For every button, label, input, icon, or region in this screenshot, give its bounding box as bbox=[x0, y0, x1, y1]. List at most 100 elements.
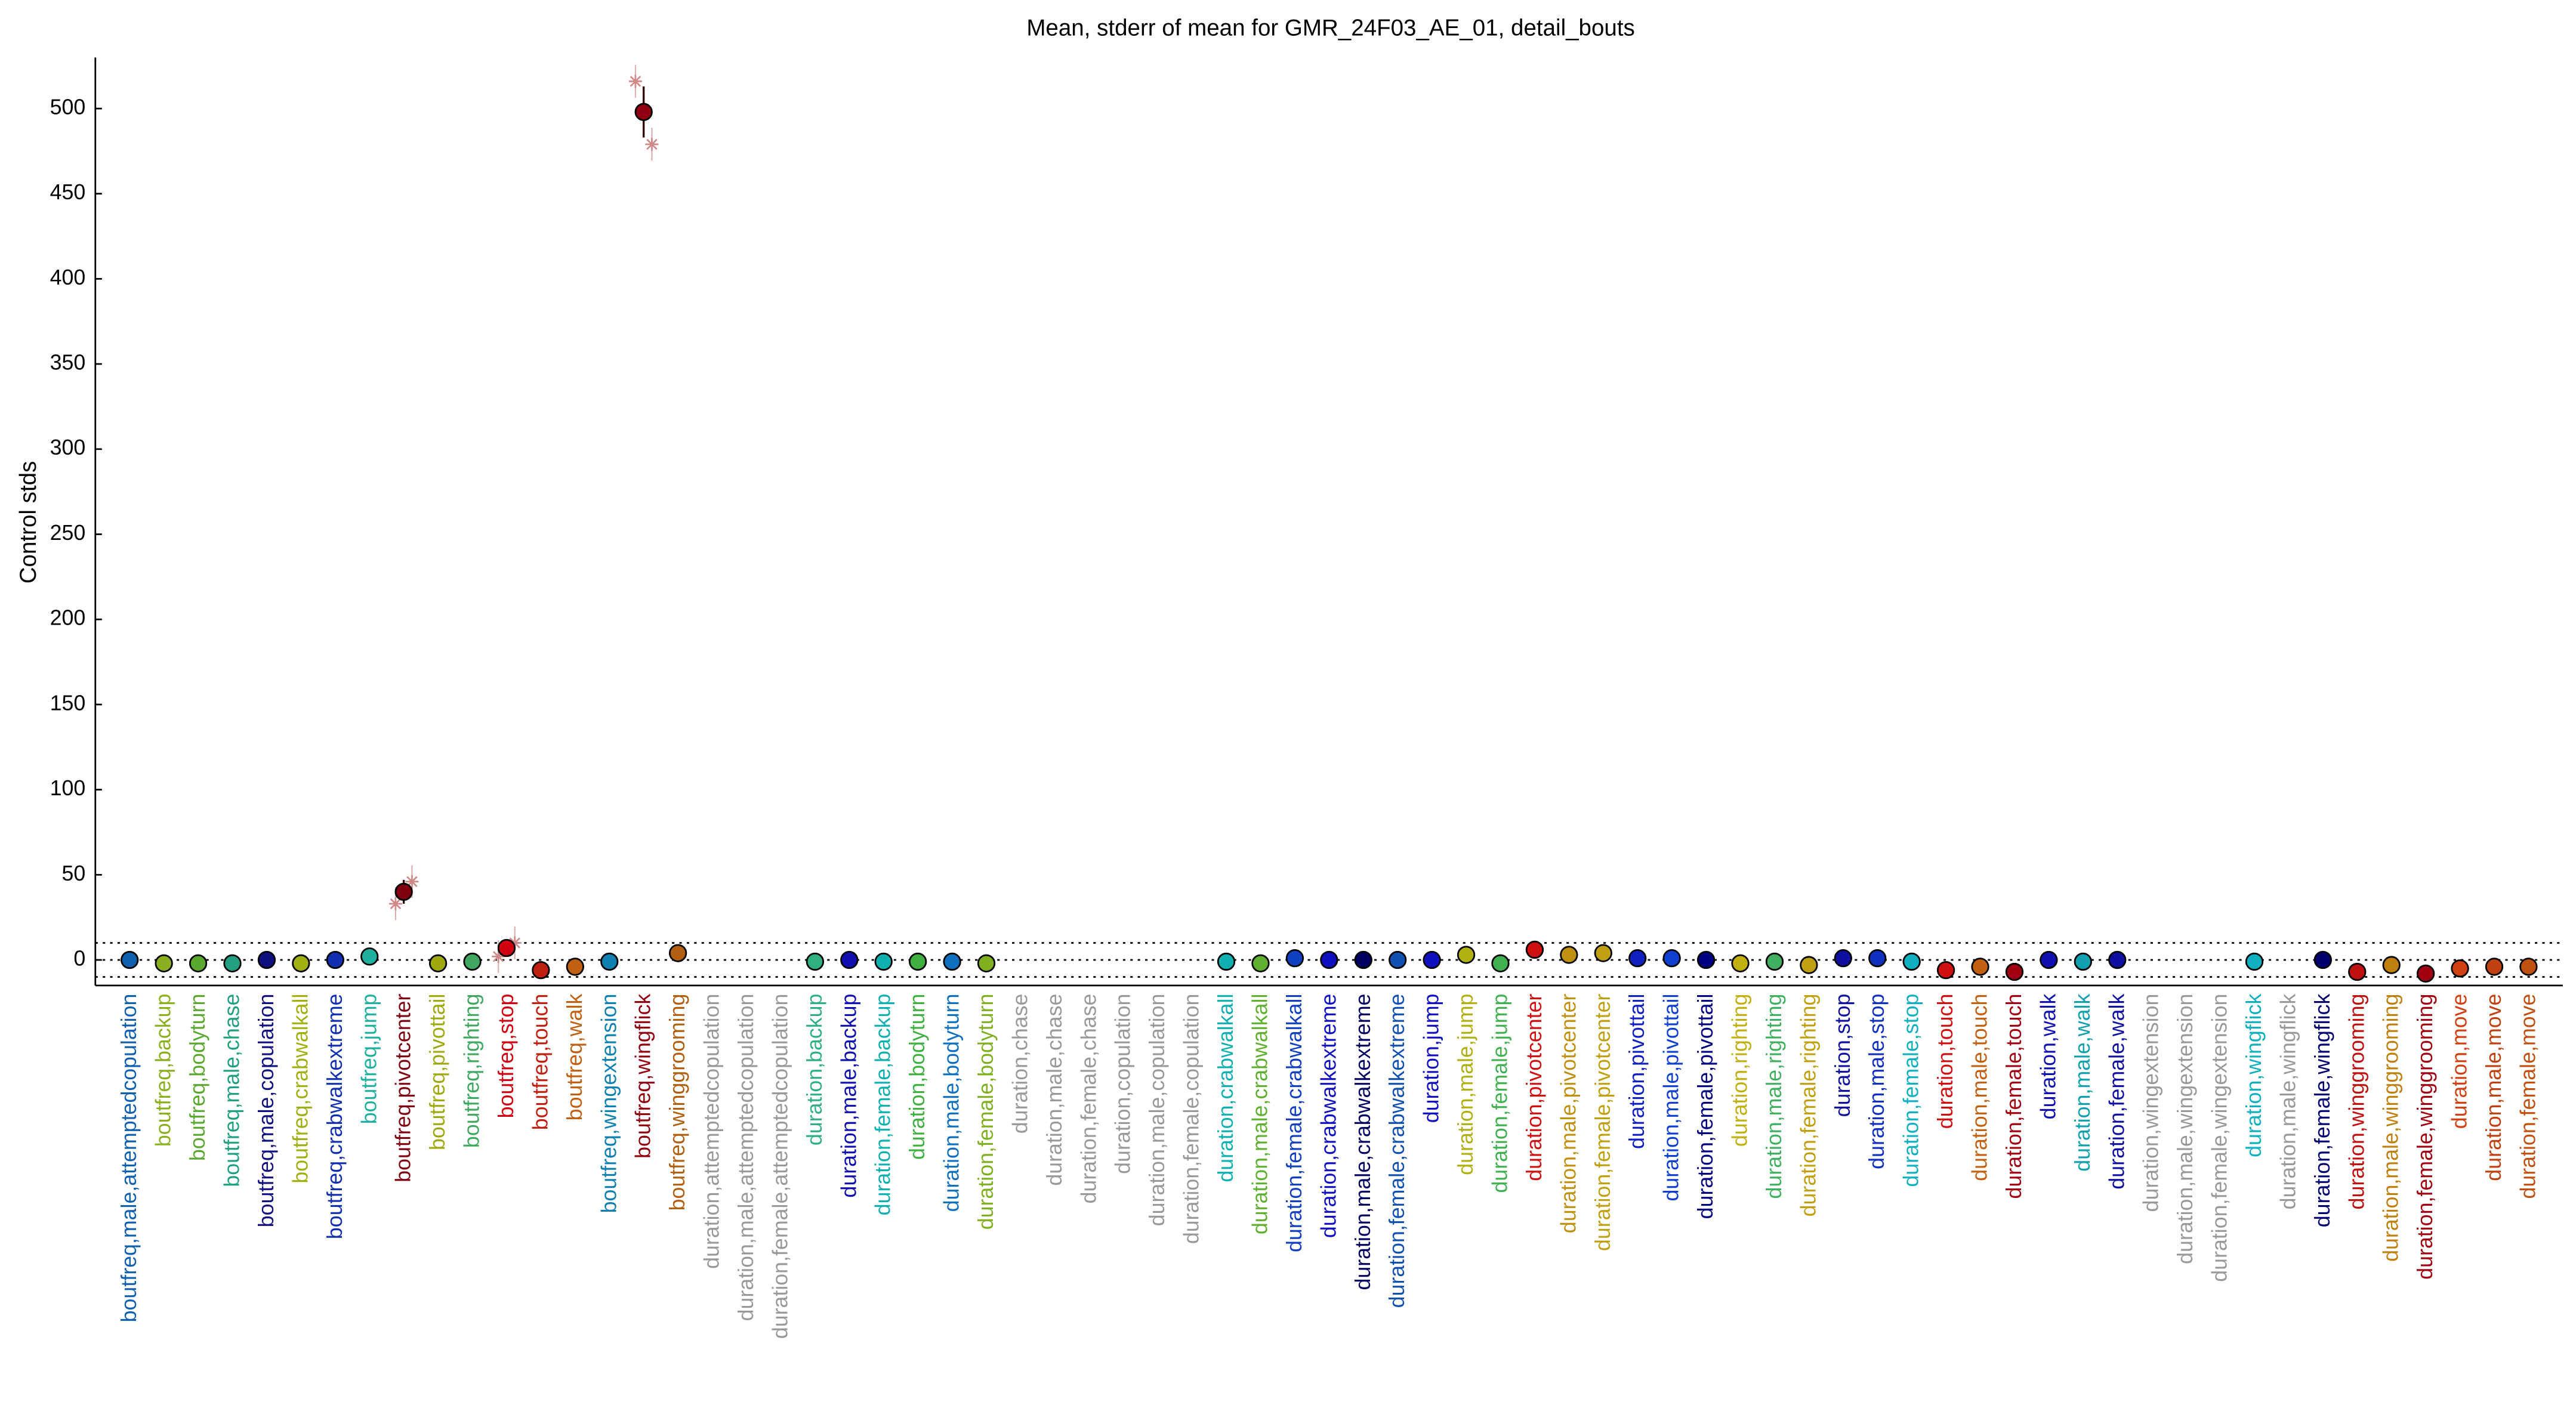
mean-point bbox=[2313, 950, 2332, 969]
mean-point bbox=[1491, 954, 1510, 972]
x-tick-label: duration,chase bbox=[1008, 994, 1032, 1134]
x-tick-label: duration,female,chase bbox=[1076, 994, 1100, 1204]
x-tick-label: duration,female,winggrooming bbox=[2413, 994, 2437, 1280]
mean-point bbox=[223, 954, 242, 972]
x-tick-label: boutfreq,wingextension bbox=[597, 994, 621, 1213]
mean-point bbox=[1731, 954, 1750, 972]
x-tick-label: duration,female,jump bbox=[1488, 994, 1511, 1193]
x-tick-label: duration,female,wingextension bbox=[2208, 994, 2232, 1282]
mean-point bbox=[497, 938, 516, 958]
mean-point bbox=[1389, 950, 1407, 969]
mean-point bbox=[326, 950, 344, 969]
x-tick-label: duration,righting bbox=[1728, 994, 1752, 1147]
mean-point bbox=[2382, 956, 2401, 974]
mean-point bbox=[909, 952, 927, 971]
x-tick-label: boutfreq,pivottail bbox=[425, 994, 449, 1150]
mean-point bbox=[2519, 958, 2538, 976]
mean-point bbox=[292, 954, 310, 972]
x-tick-label: boutfreq,winggrooming bbox=[665, 994, 689, 1211]
x-tick-label: boutfreq,wingflick bbox=[631, 993, 655, 1158]
x-tick-label: duration,male,jump bbox=[1454, 994, 1477, 1175]
y-tick-label: 250 bbox=[50, 521, 86, 545]
y-tick-label: 100 bbox=[50, 776, 86, 800]
x-tick-label: duration,male,backup bbox=[837, 994, 860, 1198]
x-tick-label: duration,female,copulation bbox=[1180, 994, 1204, 1244]
x-tick-label: duration,female,righting bbox=[1796, 994, 1820, 1217]
mean-point bbox=[2040, 950, 2058, 969]
x-tick-label: duration,male,stop bbox=[1865, 994, 1889, 1169]
mean-point bbox=[1354, 950, 1372, 969]
x-tick-label: boutfreq,crabwalkextreme bbox=[323, 994, 347, 1240]
x-tick-label: boutfreq,backup bbox=[152, 994, 175, 1147]
x-tick-label: duration,attemptedcopulation bbox=[700, 994, 724, 1269]
y-tick-label: 450 bbox=[50, 180, 86, 204]
x-tick-label: duration,male,wingextension bbox=[2173, 994, 2197, 1264]
mean-point bbox=[1457, 946, 1476, 964]
y-tick-label: 400 bbox=[50, 265, 86, 289]
mean-point bbox=[600, 952, 619, 971]
x-tick-label: duration,stop bbox=[1831, 994, 1855, 1117]
mean-point bbox=[2245, 952, 2264, 971]
mean-point bbox=[2348, 962, 2367, 981]
mean-point bbox=[1251, 954, 1270, 972]
y-axis-label: Control stds bbox=[16, 461, 41, 584]
mean-point bbox=[1423, 950, 1441, 969]
mean-point bbox=[1902, 952, 1921, 971]
x-tick-label: duration,female,bodyturn bbox=[974, 994, 998, 1230]
mean-point bbox=[840, 950, 859, 969]
x-tick-label: duration,pivotcenter bbox=[1522, 994, 1546, 1181]
mean-point bbox=[1217, 952, 1236, 971]
x-tick-label: boutfreq,male,chase bbox=[220, 994, 244, 1187]
x-tick-label: duration,male,wingflick bbox=[2276, 993, 2300, 1209]
mean-point bbox=[2005, 962, 2024, 981]
y-tick-label: 200 bbox=[50, 606, 86, 630]
x-tick-label: duration,walk bbox=[2036, 993, 2060, 1119]
x-tick-label: duration,female,crabwalkall bbox=[1282, 994, 1306, 1252]
sample-point bbox=[645, 137, 659, 151]
mean-point bbox=[806, 952, 824, 971]
x-tick-label: duration,male,attemptedcopulation bbox=[734, 994, 758, 1321]
mean-point bbox=[1868, 949, 1887, 968]
mean-point bbox=[2108, 950, 2127, 969]
x-tick-label: boutfreq,touch bbox=[528, 994, 552, 1131]
x-tick-label: duration,wingextension bbox=[2139, 994, 2163, 1212]
mean-point bbox=[1628, 949, 1647, 968]
x-tick-label: boutfreq,jump bbox=[357, 994, 381, 1125]
x-tick-label: duration,male,chase bbox=[1042, 994, 1066, 1186]
x-tick-label: boutfreq,righting bbox=[460, 994, 484, 1148]
mean-point bbox=[566, 958, 584, 976]
mean-point bbox=[668, 944, 687, 962]
x-tick-label: duration,male,copulation bbox=[1145, 994, 1169, 1227]
mean-point bbox=[394, 882, 413, 901]
x-tick-label: duration,male,crabwalkall bbox=[1248, 994, 1272, 1235]
x-tick-label: duration,female,crabwalkextreme bbox=[1385, 994, 1409, 1308]
x-tick-label: duration,bodyturn bbox=[905, 994, 929, 1160]
mean-point bbox=[1936, 961, 1955, 980]
x-tick-label: duration,copulation bbox=[1111, 994, 1135, 1174]
x-tick-label: duration,female,pivottail bbox=[1693, 994, 1717, 1219]
x-tick-label: duration,male,pivottail bbox=[1659, 994, 1683, 1202]
mean-point bbox=[189, 954, 208, 972]
mean-point bbox=[977, 954, 996, 972]
x-tick-label: duration,wingflick bbox=[2242, 993, 2266, 1157]
mean-point bbox=[360, 947, 379, 966]
x-tick-label: duration,jump bbox=[1420, 994, 1443, 1123]
x-tick-label: duration,female,wingflick bbox=[2310, 993, 2334, 1227]
y-tick-label: 0 bbox=[73, 946, 85, 970]
sample-point bbox=[628, 75, 642, 88]
mean-point bbox=[1662, 949, 1681, 968]
x-tick-label: duration,male,winggrooming bbox=[2379, 994, 2403, 1262]
x-tick-label: duration,female,move bbox=[2516, 994, 2540, 1199]
mean-point bbox=[532, 961, 550, 980]
y-tick-label: 50 bbox=[61, 861, 85, 885]
mean-point bbox=[1525, 940, 1544, 959]
mean-point bbox=[2416, 964, 2435, 983]
mean-point bbox=[1594, 944, 1612, 962]
x-tick-label: duration,male,pivotcenter bbox=[1556, 994, 1580, 1234]
mean-point bbox=[257, 950, 276, 969]
x-tick-label: boutfreq,pivotcenter bbox=[391, 994, 415, 1182]
sample-point bbox=[388, 897, 402, 910]
mean-point bbox=[943, 952, 961, 971]
x-tick-label: duration,male,move bbox=[2482, 994, 2506, 1181]
